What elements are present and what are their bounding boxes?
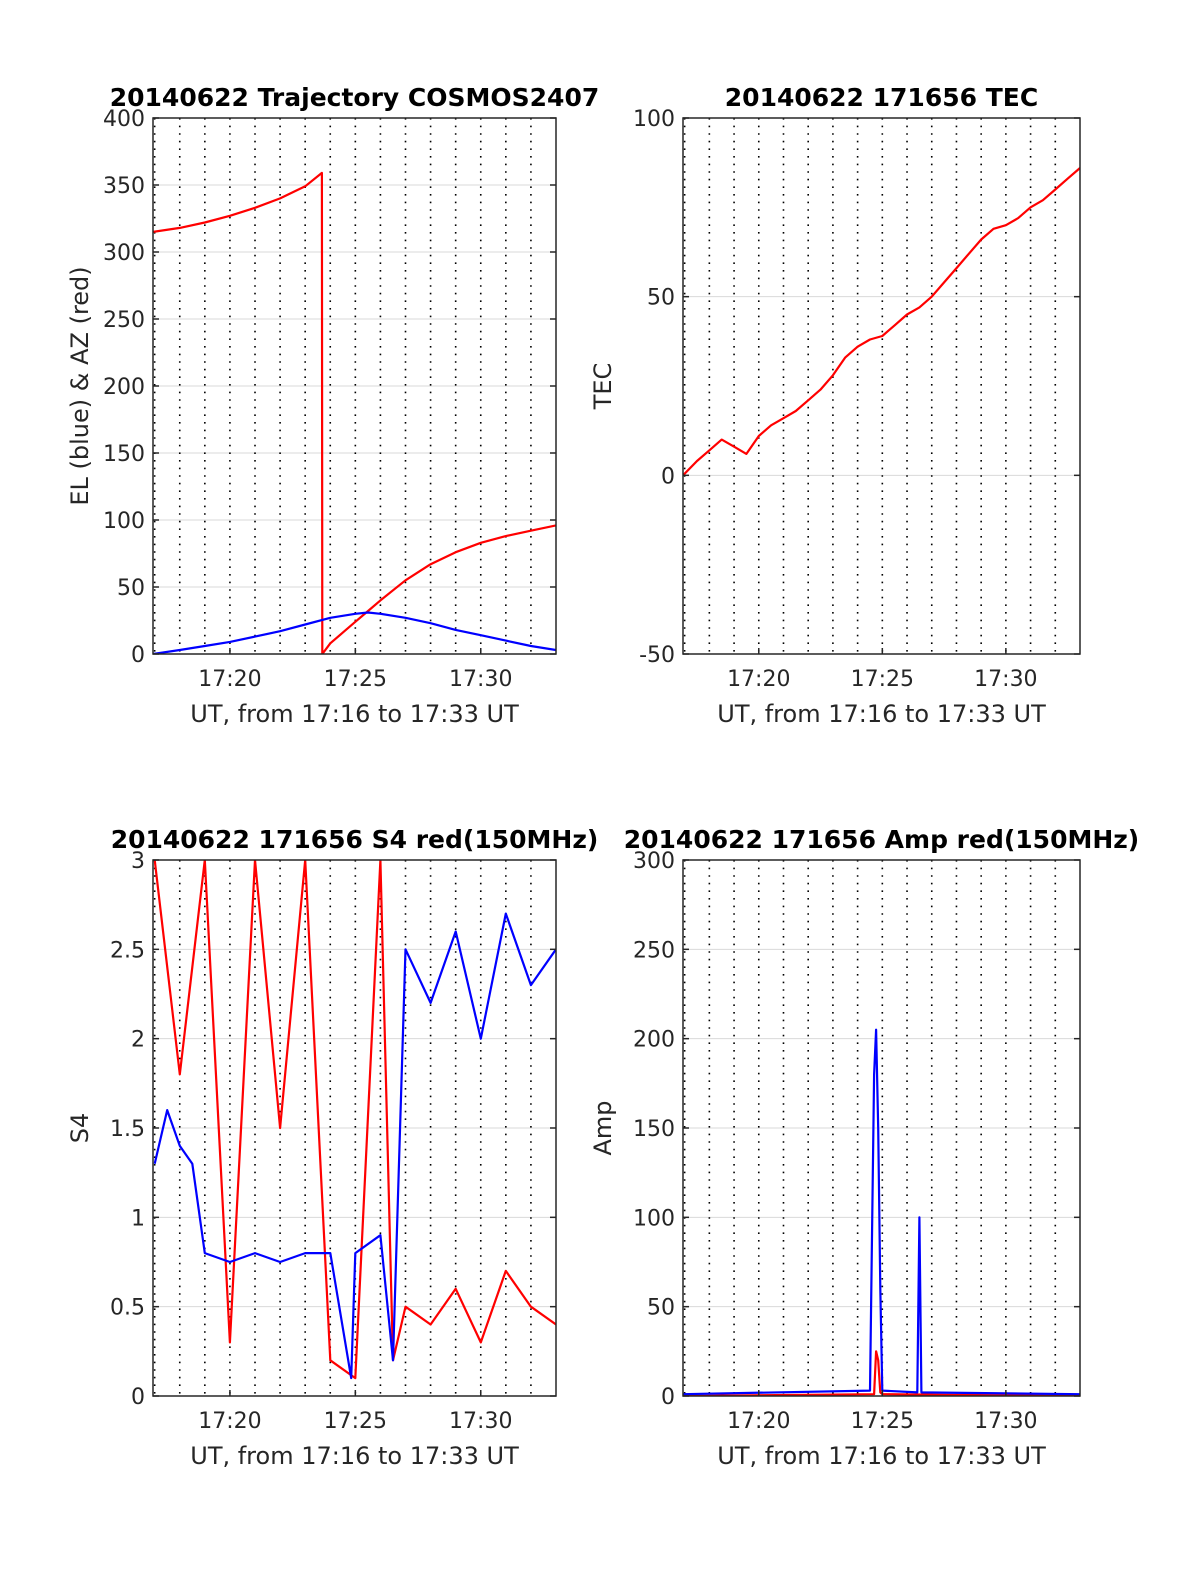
- y-axis-label: TEC: [589, 363, 617, 411]
- y-axis-label: S4: [66, 1113, 94, 1144]
- y-tick-label: 50: [647, 286, 675, 311]
- x-tick-label: 17:30: [449, 1409, 512, 1434]
- y-tick-label: 0: [131, 1385, 145, 1410]
- y-tick-label: 2.5: [110, 938, 145, 963]
- y-tick-label: 50: [117, 576, 145, 601]
- x-tick-label: 17:25: [324, 1409, 387, 1434]
- chart-title: 20140622 171656 Amp red(150MHz): [624, 825, 1140, 854]
- y-tick-label: 150: [633, 1117, 675, 1142]
- y-tick-label: 0: [131, 643, 145, 668]
- y-axis-label: EL (blue) & AZ (red): [66, 266, 94, 505]
- x-tick-label: 17:20: [727, 1409, 790, 1434]
- series-line-0: [153, 171, 556, 654]
- y-axis-label: Amp: [589, 1100, 617, 1155]
- y-tick-label: 2: [131, 1028, 145, 1053]
- chart-title: 20140622 Trajectory COSMOS2407: [110, 83, 600, 112]
- series-line-1: [683, 1028, 1080, 1396]
- y-tick-label: 250: [633, 938, 675, 963]
- y-tick-label: 3: [131, 849, 145, 874]
- y-tick-label: 100: [633, 107, 675, 132]
- series-line-0: [683, 167, 1080, 477]
- series-line-1: [153, 912, 556, 1380]
- x-axis-label: UT, from 17:16 to 17:33 UT: [717, 1442, 1046, 1470]
- y-tick-label: -50: [639, 643, 675, 668]
- plot-area: [683, 118, 1080, 654]
- x-tick-label: 17:20: [727, 667, 790, 692]
- x-tick-label: 17:25: [324, 667, 387, 692]
- y-tick-label: 100: [103, 509, 145, 534]
- x-axis-label: UT, from 17:16 to 17:33 UT: [717, 700, 1046, 728]
- x-tick-label: 17:25: [851, 1409, 914, 1434]
- x-tick-label: 17:20: [198, 1409, 261, 1434]
- chart-panel-1: -50 0 50 100 17:20 17:25 17:30 20140622 171656 …: [589, 83, 1081, 728]
- x-axis-label: UT, from 17:16 to 17:33 UT: [190, 700, 519, 728]
- axes-box: [682, 117, 1081, 655]
- y-tick-label: 0.5: [110, 1296, 145, 1321]
- y-tick-label: 150: [103, 442, 145, 467]
- x-tick-label: 17:30: [974, 1409, 1037, 1434]
- y-tick-label: 0: [661, 464, 675, 489]
- chart-title: 20140622 171656 S4 red(150MHz): [111, 825, 599, 854]
- series-line-0: [153, 860, 556, 1380]
- x-axis-label: UT, from 17:16 to 17:33 UT: [190, 1442, 519, 1470]
- y-tick-label: 1.5: [110, 1117, 145, 1142]
- chart-panel-3: 0 50 100 150 200 250 300 17:20 17:25 17:30 2014062…: [589, 825, 1139, 1470]
- y-tick-label: 100: [633, 1206, 675, 1231]
- series-line-1: [153, 611, 556, 654]
- y-tick-label: 0: [661, 1385, 675, 1410]
- x-tick-label: 17:20: [198, 667, 261, 692]
- chart-title: 20140622 171656 TEC: [725, 83, 1038, 112]
- x-tick-label: 17:30: [974, 667, 1037, 692]
- y-tick-label: 250: [103, 308, 145, 333]
- y-tick-label: 300: [633, 849, 675, 874]
- x-tick-label: 17:30: [449, 667, 512, 692]
- y-tick-label: 1: [131, 1206, 145, 1231]
- y-tick-label: 200: [103, 375, 145, 400]
- y-tick-label: 200: [633, 1028, 675, 1053]
- chart-panel-2: 0 0.5 1 1.5 2 2.5 3 17:20 17:25 17:30 20140622 171…: [66, 825, 598, 1470]
- y-tick-label: 50: [647, 1296, 675, 1321]
- y-tick-label: 400: [103, 107, 145, 132]
- y-tick-label: 350: [103, 174, 145, 199]
- x-tick-label: 17:25: [851, 667, 914, 692]
- y-tick-label: 300: [103, 241, 145, 266]
- chart-panel-0: 0 50 100 150 200 250 300 350 400 17:20 17:25 17:30 2…: [66, 83, 599, 728]
